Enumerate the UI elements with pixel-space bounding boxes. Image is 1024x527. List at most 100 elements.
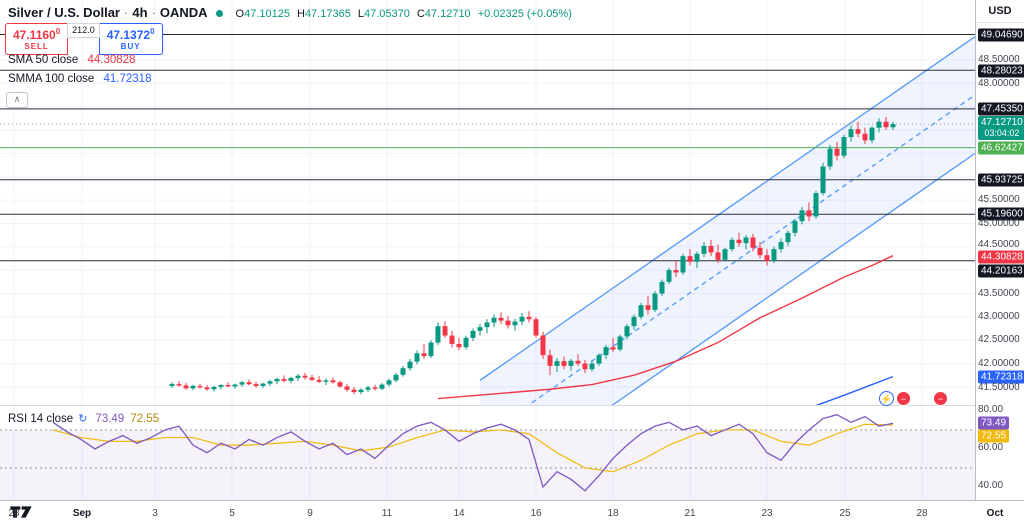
time-tick-label: 18: [607, 508, 619, 519]
candle-body: [183, 385, 189, 389]
exchange-label[interactable]: OANDA: [159, 5, 208, 20]
high-value: 47.17365: [304, 8, 351, 20]
candle-body: [624, 326, 630, 337]
change-value: +0.02325 (+0.05%): [477, 8, 572, 20]
axis-tick-label: 41.50000: [978, 382, 1020, 393]
candle-body: [274, 378, 280, 382]
candle-body: [358, 389, 364, 393]
time-axis[interactable]: 28 Sep 3 5 9 11 14 16 18 21 23 25 28 Oct: [0, 500, 1024, 527]
time-tick-label: 21: [684, 508, 696, 519]
sell-price: 47.11600: [13, 27, 61, 42]
open-value: 47.10125: [244, 8, 290, 20]
candle-body: [750, 237, 756, 248]
candle-body: [372, 387, 378, 389]
candle-body: [890, 124, 896, 128]
alert-badge-button[interactable]: −: [896, 391, 911, 406]
candle-body: [743, 237, 749, 244]
buy-label: BUY: [120, 42, 141, 51]
candle-body: [785, 232, 791, 243]
candle-body: [400, 368, 406, 375]
candle-body: [190, 385, 196, 389]
candle-body: [204, 387, 210, 390]
time-tick-label: 5: [229, 508, 235, 519]
candle-body: [197, 385, 203, 388]
price-chart-canvas[interactable]: [0, 0, 975, 405]
candle-body: [680, 256, 686, 273]
price-badge: 45.93725: [978, 173, 1024, 187]
candle-body: [631, 316, 637, 327]
open-label: O: [235, 8, 245, 20]
separator: ·: [151, 5, 156, 20]
quick-trade-lightning-button[interactable]: ⚡: [879, 391, 894, 406]
interval-label[interactable]: 4h: [132, 5, 148, 20]
collapse-indicators-button[interactable]: ∧: [6, 92, 28, 108]
minus-icon: −: [937, 394, 944, 404]
indicator-legend-sma50[interactable]: SMA 50 close 44.30828: [8, 54, 136, 66]
time-tick-label: 3: [152, 508, 158, 519]
candle-body: [211, 386, 217, 390]
candle-body: [428, 342, 434, 357]
rsi-pane[interactable]: RSI 14 close ↻ 73.49 72.55: [0, 405, 975, 500]
symbol-title[interactable]: Silver / U.S. Dollar: [8, 5, 120, 20]
candle-body: [666, 270, 672, 282]
time-tick-label: 25: [839, 508, 851, 519]
separator: ·: [124, 5, 129, 20]
candle-body: [582, 363, 588, 370]
indicator-value: 44.30828: [87, 54, 136, 66]
sell-button[interactable]: 47.11600 SELL: [5, 23, 69, 55]
price-pane[interactable]: Silver / U.S. Dollar · 4h · OANDA O47.10125 H4…: [0, 0, 975, 405]
candle-body: [337, 382, 343, 387]
candle-body: [883, 121, 889, 128]
candle-body: [575, 360, 581, 364]
buy-button[interactable]: 47.13720 BUY: [98, 23, 163, 55]
candle-body: [617, 336, 623, 350]
candle-body: [491, 317, 497, 323]
price-badge: 47.12710 03:04:02: [978, 116, 1024, 140]
candle-body: [694, 253, 700, 262]
candle-body: [351, 389, 357, 393]
price-badge: 41.72318: [978, 370, 1024, 384]
rsi-smoothing-line: [52, 423, 894, 473]
tradingview-logo[interactable]: [8, 505, 36, 521]
rsi-legend[interactable]: RSI 14 close ↻ 73.49 72.55: [8, 412, 159, 425]
lightning-icon: ⚡: [880, 394, 893, 404]
time-tick-label: 11: [381, 508, 393, 519]
sma50-line: [437, 255, 894, 400]
candle-body: [848, 129, 854, 138]
candle-body: [659, 281, 665, 294]
rsi-chart-canvas[interactable]: [0, 406, 975, 500]
close-label: C: [416, 8, 425, 20]
candle-body: [757, 247, 763, 256]
price-axis-header: USD: [976, 0, 1024, 23]
rsi-refresh-icon[interactable]: ↻: [78, 413, 88, 425]
rsi-line: [52, 414, 894, 492]
candle-body: [288, 378, 294, 381]
candle-body: [673, 270, 679, 273]
axis-tick-label: 43.50000: [978, 288, 1020, 299]
rsi-smoothing-value: 72.55: [130, 413, 159, 425]
candle-body: [596, 355, 602, 364]
price-badge: 44.20163: [978, 264, 1024, 278]
alert-badge-button-2[interactable]: −: [933, 391, 948, 406]
countdown-timer: 03:04:02: [984, 128, 1020, 138]
candle-body: [246, 382, 252, 385]
candle-body: [365, 387, 371, 390]
candle-body: [603, 347, 609, 356]
symbol-legend[interactable]: Silver / U.S. Dollar · 4h · OANDA O47.10125 H4…: [8, 5, 572, 20]
indicator-legend-smma100[interactable]: SMMA 100 close 41.72318: [8, 73, 151, 85]
currency-label[interactable]: USD: [988, 5, 1012, 17]
time-tick-label: 16: [530, 508, 542, 519]
candle-body: [225, 385, 231, 387]
price-badge: 44.30828: [978, 250, 1024, 264]
axis-tick-label: 60.00: [978, 442, 1004, 453]
price-axis[interactable]: USD 49.04690 48.50000 48.28023 48.00000 47.4…: [975, 0, 1024, 500]
candle-body: [701, 245, 707, 254]
candle-body: [540, 335, 546, 356]
sell-label: SELL: [24, 42, 49, 51]
candle-body: [295, 375, 301, 379]
price-badge: 72.55: [978, 429, 1010, 443]
axis-tick-label: 80.00: [978, 404, 1004, 415]
candle-body: [708, 245, 714, 253]
low-value: 47.05370: [363, 8, 410, 20]
candle-body: [841, 137, 847, 156]
